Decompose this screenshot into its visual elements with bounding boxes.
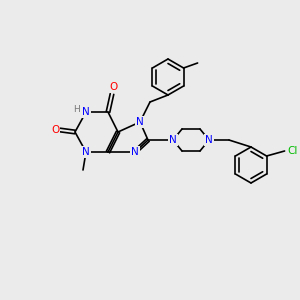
Text: N: N [82,147,90,157]
Text: N: N [169,135,177,145]
Text: N: N [205,135,213,145]
Text: N: N [131,147,139,157]
Text: N: N [82,107,90,117]
Text: H: H [74,104,80,113]
Text: Cl: Cl [287,146,298,156]
Text: O: O [110,82,118,92]
Text: N: N [136,117,144,127]
Text: O: O [51,125,59,135]
